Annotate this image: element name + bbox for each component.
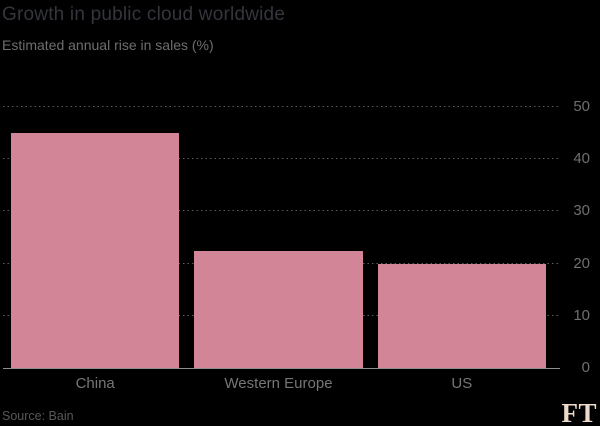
- x-label-us: US: [451, 375, 473, 392]
- x-label-western-europe: Western Europe: [224, 375, 333, 392]
- plot-area: [3, 106, 560, 369]
- chart-subtitle: Estimated annual rise in sales (%): [2, 37, 214, 53]
- y-tick-label-30: 30: [573, 202, 590, 220]
- x-label-china: China: [75, 375, 115, 392]
- y-tick-label-20: 20: [573, 254, 590, 272]
- y-tick-label-40: 40: [573, 150, 590, 168]
- y-tick-label-50: 50: [573, 98, 590, 115]
- bar-china: [11, 133, 180, 368]
- y-tick-label-10: 10: [573, 306, 590, 324]
- x-axis-category-labels: China Western Europe US: [3, 375, 560, 392]
- y-axis-tick-labels: 0 10 20 30 40 50: [560, 98, 590, 376]
- ft-logo: FT: [561, 398, 597, 426]
- gridline-30: [3, 210, 560, 212]
- gridline-50: [3, 106, 560, 107]
- source-note: Source: Bain: [2, 409, 74, 423]
- bar-group: [3, 107, 560, 368]
- bar-western-europe: [194, 250, 363, 368]
- bar-us: [377, 263, 546, 368]
- gridline-40: [3, 158, 560, 160]
- chart-title: Growth in public cloud worldwide: [2, 4, 286, 25]
- y-tick-label-0: 0: [581, 359, 590, 376]
